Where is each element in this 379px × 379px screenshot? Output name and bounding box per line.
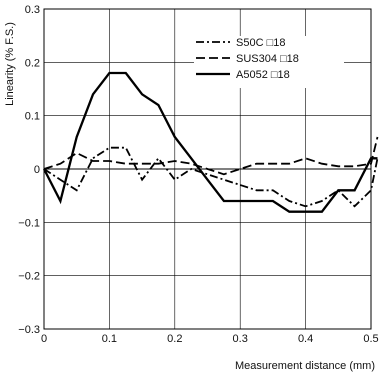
tick-labels: 0 0.1 0.2 0.3 0.4 0.5 −0.3 −0.2 −0.1 0 0.1 0.2 0.3 <box>18 4 378 345</box>
y-tick-label: 0.2 <box>25 57 40 69</box>
y-tick-label: −0.2 <box>18 271 40 283</box>
legend-label-1: SUS304 □18 <box>236 53 299 65</box>
x-tick-label: 0.5 <box>363 333 378 345</box>
series-line-0 <box>43 146 379 208</box>
y-tick-label: 0 <box>34 164 40 176</box>
y-tick-label: 0.1 <box>25 111 40 123</box>
legend-background <box>194 36 344 88</box>
y-tick-label: 0.3 <box>25 4 40 16</box>
legend-label-0: S50C □18 <box>236 37 285 49</box>
plot-frame <box>43 8 372 330</box>
x-tick-label: 0.1 <box>102 333 117 345</box>
series-lines <box>42 71 379 213</box>
y-tick-label: −0.3 <box>18 324 40 336</box>
y-axis-title: Linearity (% F.S.) <box>4 22 16 106</box>
x-tick-label: 0.2 <box>167 333 182 345</box>
series-line-2 <box>42 71 378 213</box>
x-axis-title: Measurement distance (mm) <box>235 360 375 372</box>
x-tick-label: 0 <box>41 333 47 345</box>
legend-label-2: A5052 □18 <box>236 69 290 81</box>
x-tick-label: 0.3 <box>233 333 248 345</box>
y-tick-label: −0.1 <box>18 217 40 229</box>
x-tick-label: 0.4 <box>298 333 313 345</box>
legend: S50C □18 SUS304 □18 A5052 □18 <box>194 36 344 88</box>
